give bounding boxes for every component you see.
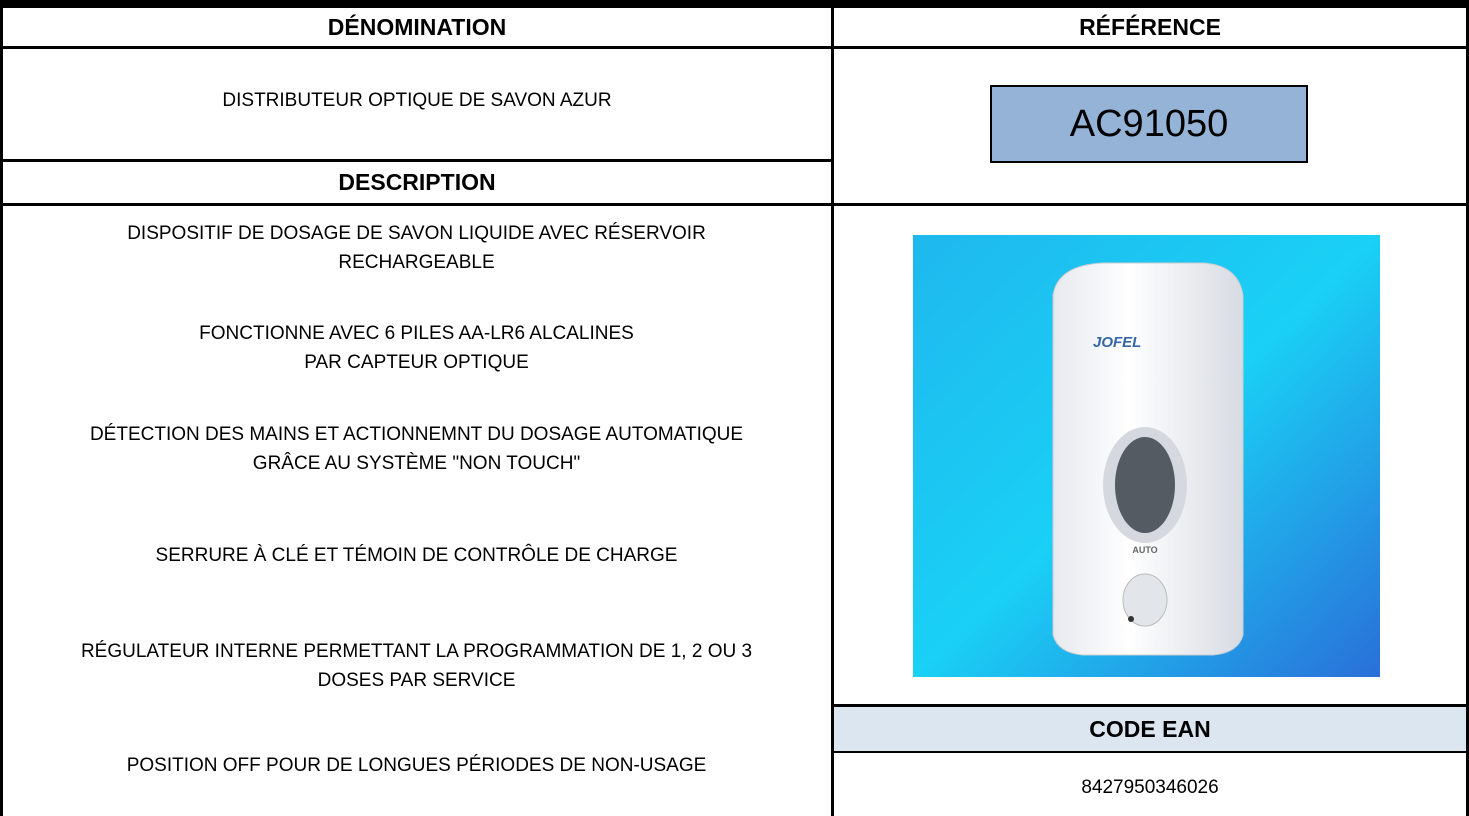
border (0, 46, 1469, 49)
line: SERRURE À CLÉ ET TÉMOIN DE CONTRÔLE DE C… (155, 545, 678, 566)
brand: JOFEL (1093, 334, 1141, 351)
line: DÉTECTION DES MAINS ET ACTIONNEMNT DU DO… (89, 424, 744, 445)
product-image: JOFEL AUTO (913, 235, 1380, 677)
header-cell: RÉFÉRENCE (1079, 13, 1221, 40)
border (0, 0, 3, 816)
line: PAR CAPTEUR OPTIQUE (304, 352, 529, 373)
auto-label: AUTO (1132, 545, 1157, 555)
border (831, 0, 834, 816)
header-cell: CODE EAN (834, 707, 1466, 751)
line: DISPOSITIF DE DOSAGE DE SAVON LIQUIDE AV… (127, 223, 706, 244)
description-item: DÉTECTION DES MAINS ET ACTIONNEMNT DU DO… (0, 420, 833, 478)
window (1115, 437, 1175, 533)
description-item: DISPOSITIF DE DOSAGE DE SAVON LIQUIDE AV… (0, 219, 833, 277)
line: POSITION OFF POUR DE LONGUES PÉRIODES DE… (126, 755, 707, 776)
border (0, 0, 1469, 8)
line: GRÂCE AU SYSTÈME "NON TOUCH" (252, 453, 581, 474)
border (0, 203, 1469, 206)
led (1128, 616, 1134, 622)
reference-box: AC91050 (990, 85, 1308, 163)
sensor (1122, 573, 1168, 627)
header-cell: DÉNOMINATION (327, 13, 507, 40)
description-item: SERRURE À CLÉ ET TÉMOIN DE CONTRÔLE DE C… (0, 541, 833, 570)
header-cell: DESCRIPTION (338, 169, 496, 195)
ean-code: 8427950346026 (1081, 776, 1219, 798)
line: DOSES PAR SERVICE (317, 670, 516, 691)
line: RECHARGEABLE (338, 252, 495, 273)
description-item: FONCTIONNE AVEC 6 PILES AA-LR6 ALCALINES… (0, 319, 833, 377)
border (0, 159, 833, 162)
product-name: DISTRIBUTEUR OPTIQUE DE SAVON AZUR (222, 90, 612, 111)
border (833, 751, 1469, 753)
description-item: POSITION OFF POUR DE LONGUES PÉRIODES DE… (0, 751, 833, 780)
border (833, 704, 1469, 707)
description-item: RÉGULATEUR INTERNE PERMETTANT LA PROGRAM… (0, 637, 833, 695)
line: FONCTIONNE AVEC 6 PILES AA-LR6 ALCALINES (199, 323, 634, 344)
border (1466, 0, 1469, 816)
line: RÉGULATEUR INTERNE PERMETTANT LA PROGRAM… (80, 641, 753, 662)
